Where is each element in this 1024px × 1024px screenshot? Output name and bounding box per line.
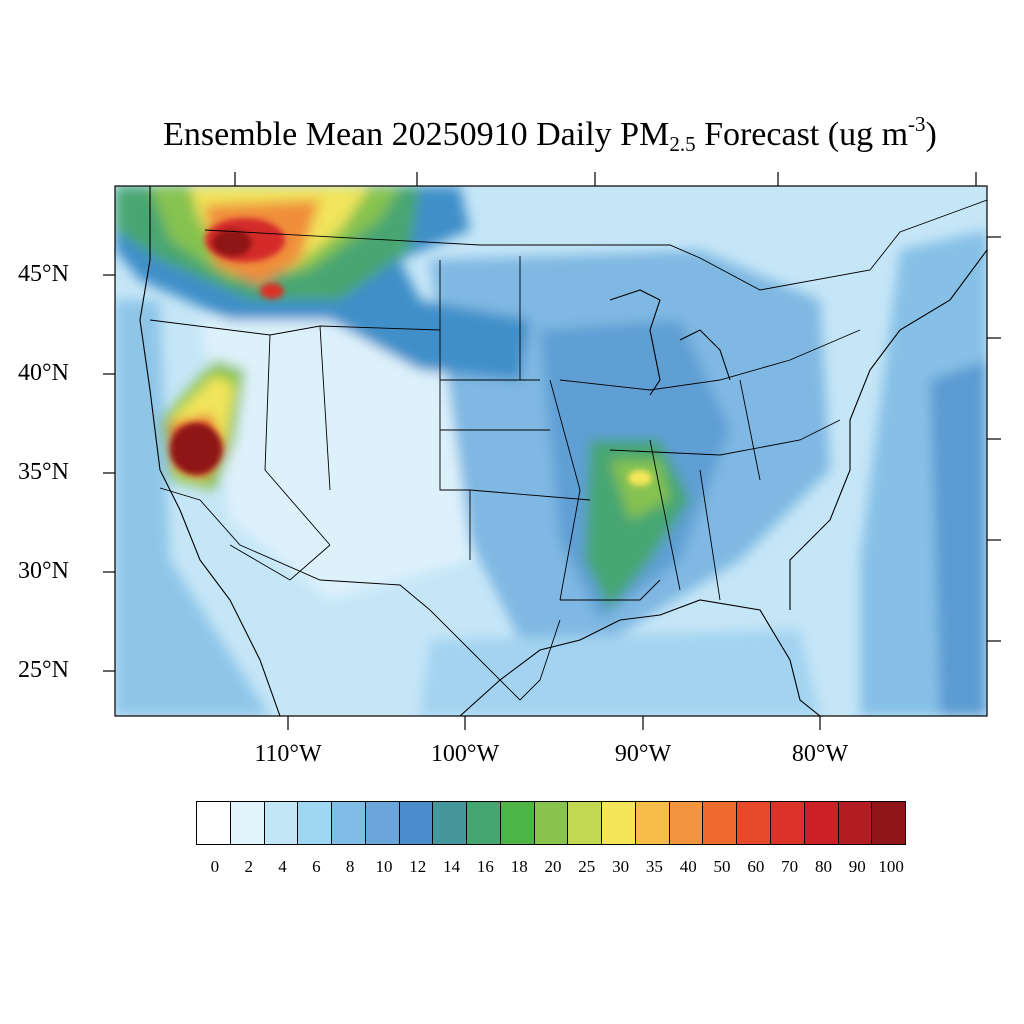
colorbar-swatch-7 <box>433 802 468 844</box>
colorbar-swatch-6 <box>399 802 434 844</box>
colorbar-label-100: 100 <box>878 857 904 876</box>
lon-label-110w: 110°W <box>254 741 322 767</box>
map-title: Ensemble Mean 20250910 Daily PM2.5 Forec… <box>163 112 937 156</box>
colorbar-swatch-19 <box>838 802 873 844</box>
colorbar-swatch-0 <box>197 802 231 844</box>
colorbar-label-12: 12 <box>409 857 427 876</box>
colorbar-label-10: 10 <box>375 857 393 876</box>
lat-label-35n: 35°N <box>18 459 69 485</box>
colorbar-label-8: 8 <box>345 857 355 876</box>
lat-label-40n: 40°N <box>18 360 69 386</box>
colorbar-swatch-9 <box>500 802 535 844</box>
colorbar-label-20: 20 <box>544 857 562 876</box>
colorbar-swatch-4 <box>332 802 366 844</box>
colorbar-label-2: 2 <box>244 857 253 876</box>
colorbar-swatch-20 <box>872 802 906 844</box>
colorbar-swatch-8 <box>467 802 501 844</box>
lat-label-45n: 45°N <box>18 261 69 287</box>
colorbar-swatch-10 <box>534 802 569 844</box>
colorbar-label-16: 16 <box>476 857 494 876</box>
colorbar <box>196 801 906 845</box>
colorbar-label-35: 35 <box>645 857 663 876</box>
colorbar-swatch-3 <box>298 802 333 844</box>
colorbar-label-4: 4 <box>278 857 287 876</box>
colorbar-label-90: 90 <box>848 857 866 876</box>
colorbar-label-80: 80 <box>814 857 832 876</box>
colorbar-swatch-15 <box>703 802 738 844</box>
colorbar-swatch-18 <box>804 802 839 844</box>
colorbar-label-60: 60 <box>747 857 765 876</box>
colorbar-swatch-2 <box>264 802 299 844</box>
colorbar-label-0: 0 <box>210 857 220 876</box>
colorbar-label-6: 6 <box>312 857 321 876</box>
colorbar-swatch-16 <box>737 802 772 844</box>
colorbar-label-70: 70 <box>781 857 799 876</box>
lat-label-25n: 25°N <box>18 657 69 683</box>
lon-label-90w: 90°W <box>614 741 672 767</box>
colorbar-swatch-11 <box>568 802 603 844</box>
colorbar-label-40: 40 <box>679 857 697 876</box>
colorbar-swatch-14 <box>669 802 704 844</box>
colorbar-swatch-13 <box>635 802 670 844</box>
colorbar-swatch-1 <box>230 802 265 844</box>
colorbar-swatch-12 <box>602 802 636 844</box>
colorbar-swatch-5 <box>365 802 400 844</box>
colorbar-label-14: 14 <box>443 857 461 876</box>
colorbar-label-25: 25 <box>578 857 596 876</box>
colorbar-label-50: 50 <box>713 857 731 876</box>
colorbar-swatch-17 <box>771 802 805 844</box>
lat-label-30n: 30°N <box>18 558 69 584</box>
lon-label-80w: 80°W <box>791 741 849 767</box>
colorbar-label-18: 18 <box>510 857 528 876</box>
colorbar-label-30: 30 <box>612 857 630 876</box>
lon-label-100w: 100°W <box>430 741 500 767</box>
